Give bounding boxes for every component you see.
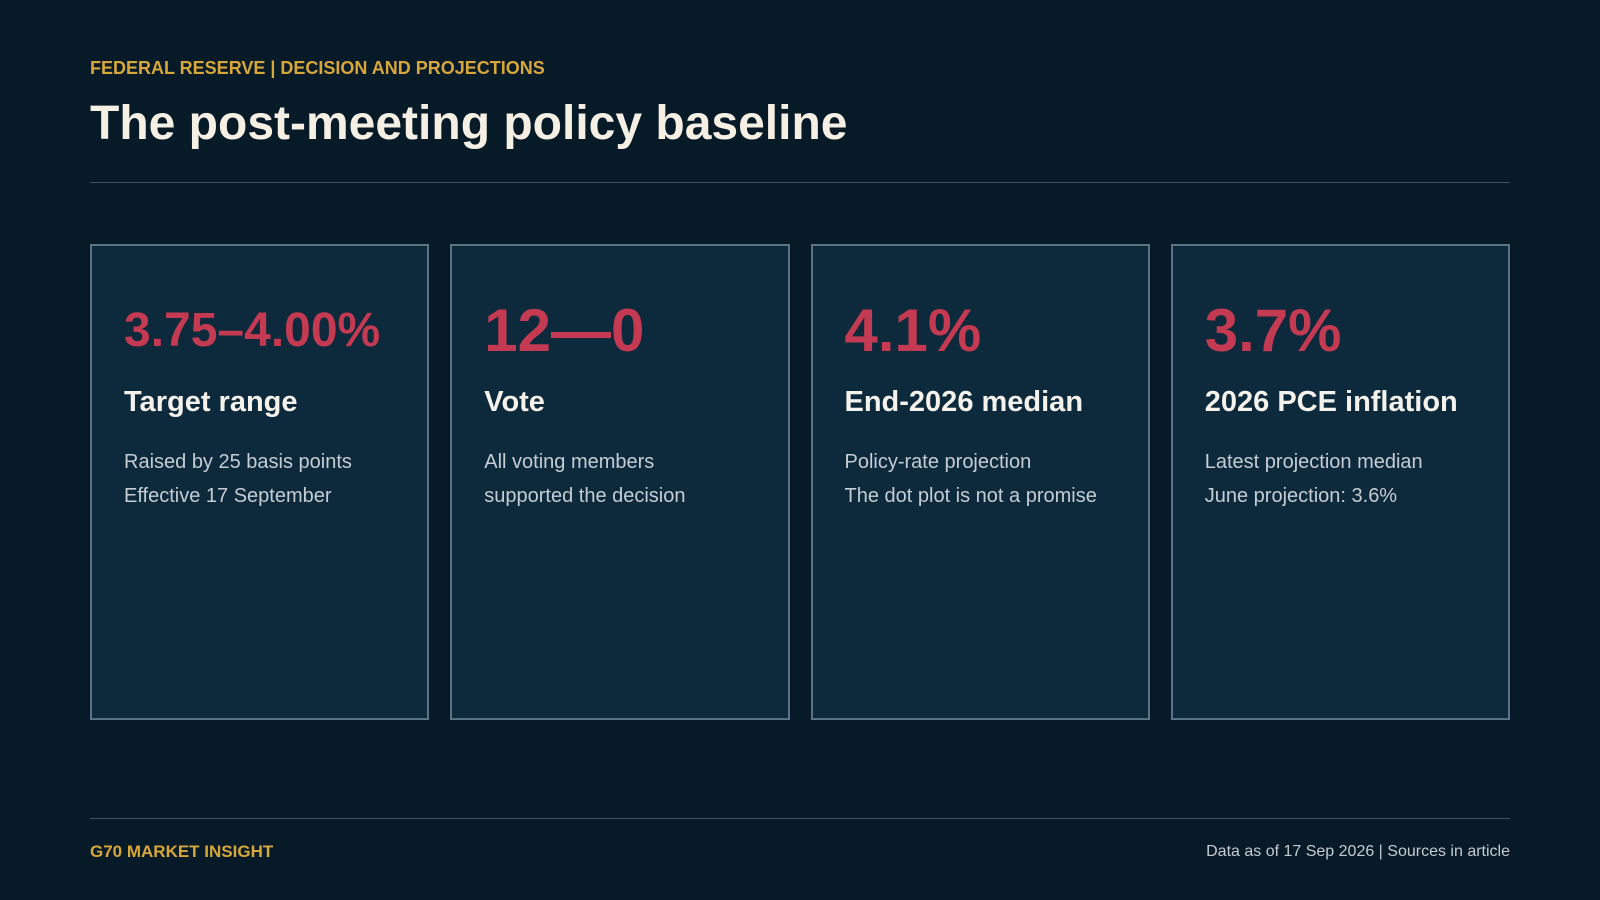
stat-description: Latest projection median June projection…: [1205, 445, 1476, 513]
stat-value: 4.1%: [844, 297, 982, 364]
stat-label: 2026 PCE inflation: [1204, 386, 1458, 418]
stat-description: Raised by 25 basis points Effective 17 S…: [124, 445, 395, 513]
stat-description-line: Effective 17 September: [124, 485, 332, 507]
stat-description-line: supported the decision: [484, 485, 686, 507]
section-kicker: FEDERAL RESERVE | DECISION AND PROJECTIO…: [90, 58, 545, 78]
stat-description-line: June projection: 3.6%: [1204, 485, 1398, 507]
stat-description-line: All voting members: [484, 451, 655, 473]
stat-label: End-2026 median: [844, 386, 1084, 418]
stat-description: Policy-rate projection The dot plot is n…: [845, 445, 1116, 513]
footer-divider: [90, 818, 1510, 819]
stat-description: All voting members supported the decisio…: [484, 445, 755, 513]
page-title: The post-meeting policy baseline: [90, 97, 848, 150]
stat-card-target-range: 3.75–4.00% Target range Raised by 25 bas…: [90, 244, 430, 720]
stat-description-line: Latest projection median: [1204, 451, 1423, 473]
stat-value: 3.7%: [1204, 297, 1342, 364]
stat-label: Target range: [124, 386, 298, 418]
stat-label: Vote: [484, 386, 545, 418]
stat-description-line: Policy-rate projection: [844, 451, 1032, 473]
stat-card-vote: 12—0 Vote All voting members supported t…: [450, 244, 790, 720]
stat-cards: 3.75–4.00% Target range Raised by 25 bas…: [90, 244, 1510, 720]
header-divider: [90, 182, 1510, 183]
stat-value: 3.75–4.00%: [124, 304, 381, 357]
footer-brand: G70 MARKET INSIGHT: [90, 842, 274, 861]
stat-description-line: Raised by 25 basis points: [124, 451, 352, 473]
stat-card-pce-inflation: 3.7% 2026 PCE inflation Latest projectio…: [1170, 244, 1510, 720]
stat-description-line: The dot plot is not a promise: [844, 485, 1097, 507]
footer-source-note: Data as of 17 Sep 2026 | Sources in arti…: [1206, 843, 1510, 860]
stat-value: 12—0: [484, 297, 645, 364]
stat-card-end-2026-median: 4.1% End-2026 median Policy-rate project…: [810, 244, 1150, 720]
